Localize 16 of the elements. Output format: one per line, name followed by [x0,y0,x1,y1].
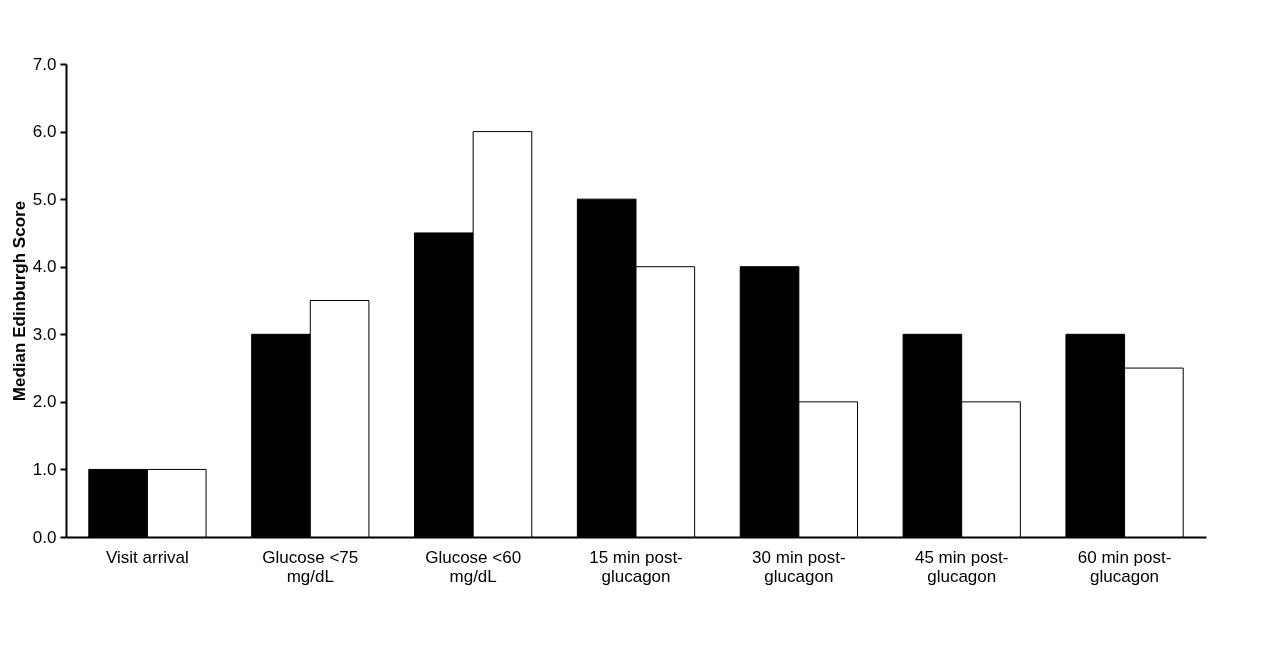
x-tick-label: 30 min post-glucagon [752,547,846,586]
y-tick-label: 3.0 [32,324,57,344]
x-tick-label: 45 min post-glucagon [914,547,1009,586]
x-tick-label: 60 min post-glucagon [1077,547,1172,586]
y-tick-label: 6.0 [32,122,57,142]
x-tick-label: Glucose <60 mg/dL [425,547,522,586]
y-tick-label: 4.0 [32,257,57,277]
y-tick-label: 5.0 [32,189,57,209]
x-tick-label: 15 min post-glucagon [589,547,683,586]
x-tick-label: Visit arrival [106,547,189,567]
y-tick-label: 0.0 [32,527,57,547]
x-tick-label: Glucose <75 mg/dL [262,547,359,586]
y-tick-label: 1.0 [32,459,57,479]
y-tick-label: 2.0 [32,392,57,412]
y-tick-label: 7.0 [32,54,57,74]
y-axis-title: Median Edinburgh Score [9,200,29,402]
